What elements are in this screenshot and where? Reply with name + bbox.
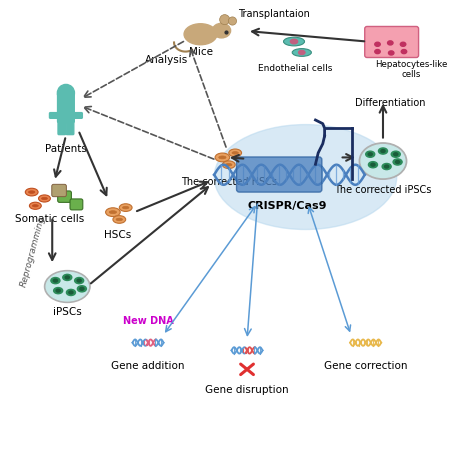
Ellipse shape [283,37,304,46]
Text: Gene correction: Gene correction [324,361,408,371]
Ellipse shape [54,279,57,282]
Ellipse shape [219,156,226,159]
Ellipse shape [388,41,393,45]
Ellipse shape [65,276,69,279]
Ellipse shape [299,50,305,55]
Ellipse shape [361,145,405,178]
Ellipse shape [393,159,402,165]
Ellipse shape [69,291,73,294]
Ellipse shape [229,149,242,157]
Ellipse shape [214,124,397,230]
Ellipse shape [384,165,389,168]
FancyBboxPatch shape [58,191,72,202]
Ellipse shape [391,151,400,157]
Ellipse shape [56,289,60,292]
Text: HSCs: HSCs [104,230,131,240]
Ellipse shape [80,287,84,290]
Text: CRISPR/Cas9: CRISPR/Cas9 [247,201,327,211]
Ellipse shape [381,150,385,152]
Ellipse shape [119,204,132,212]
FancyBboxPatch shape [52,185,66,196]
Text: Endothelial cells: Endothelial cells [258,64,333,73]
Ellipse shape [291,39,298,44]
Text: Reprogramming: Reprogramming [19,215,46,288]
FancyBboxPatch shape [58,119,66,134]
Ellipse shape [106,208,120,217]
Ellipse shape [375,42,380,46]
FancyBboxPatch shape [70,199,83,210]
Text: Mice: Mice [190,47,213,57]
Ellipse shape [29,202,41,209]
Ellipse shape [45,270,90,302]
Ellipse shape [394,153,398,156]
Ellipse shape [66,289,75,296]
Ellipse shape [401,50,407,54]
Ellipse shape [292,49,311,56]
Ellipse shape [222,161,235,168]
Text: Differentiation: Differentiation [355,98,425,108]
Text: Gene addition: Gene addition [111,361,185,371]
Ellipse shape [28,191,35,193]
Ellipse shape [42,197,47,200]
Ellipse shape [77,286,86,292]
Ellipse shape [382,163,391,170]
FancyBboxPatch shape [66,119,74,134]
Text: Patients: Patients [45,144,87,154]
Text: Gene disruption: Gene disruption [205,385,289,395]
Ellipse shape [226,163,232,166]
Circle shape [219,15,230,25]
Text: Transplantaion: Transplantaion [238,9,310,19]
Ellipse shape [38,195,50,202]
Ellipse shape [184,24,217,45]
Ellipse shape [215,153,230,162]
Ellipse shape [371,163,375,166]
Text: Hepatocytes-like
cells: Hepatocytes-like cells [375,60,447,79]
Ellipse shape [77,279,81,282]
Ellipse shape [389,51,394,55]
Ellipse shape [32,205,38,207]
Ellipse shape [25,188,38,196]
FancyBboxPatch shape [237,157,322,192]
Ellipse shape [51,278,60,284]
FancyBboxPatch shape [365,27,419,57]
Ellipse shape [359,143,407,179]
Circle shape [228,17,237,25]
Ellipse shape [122,207,129,209]
Text: New DNA: New DNA [123,316,173,326]
Ellipse shape [212,23,231,38]
Text: The corrected HSCs: The corrected HSCs [181,177,277,187]
FancyBboxPatch shape [49,112,60,118]
Ellipse shape [116,218,122,221]
Ellipse shape [46,272,88,301]
Circle shape [57,84,74,101]
Ellipse shape [368,162,377,168]
Ellipse shape [74,278,84,284]
FancyBboxPatch shape [72,112,82,118]
Ellipse shape [54,287,63,294]
FancyBboxPatch shape [57,93,74,123]
Ellipse shape [113,216,126,223]
Ellipse shape [395,161,400,163]
Ellipse shape [368,153,372,156]
Ellipse shape [366,151,375,157]
Text: Analysis: Analysis [145,55,188,65]
Text: The corrected iPSCs: The corrected iPSCs [334,185,432,195]
Text: iPSCs: iPSCs [53,307,82,317]
Ellipse shape [232,151,238,154]
Ellipse shape [401,42,406,46]
Ellipse shape [63,274,72,280]
Ellipse shape [375,50,380,54]
Ellipse shape [378,148,388,154]
Ellipse shape [109,211,117,213]
Text: Somatic cells: Somatic cells [15,213,84,224]
